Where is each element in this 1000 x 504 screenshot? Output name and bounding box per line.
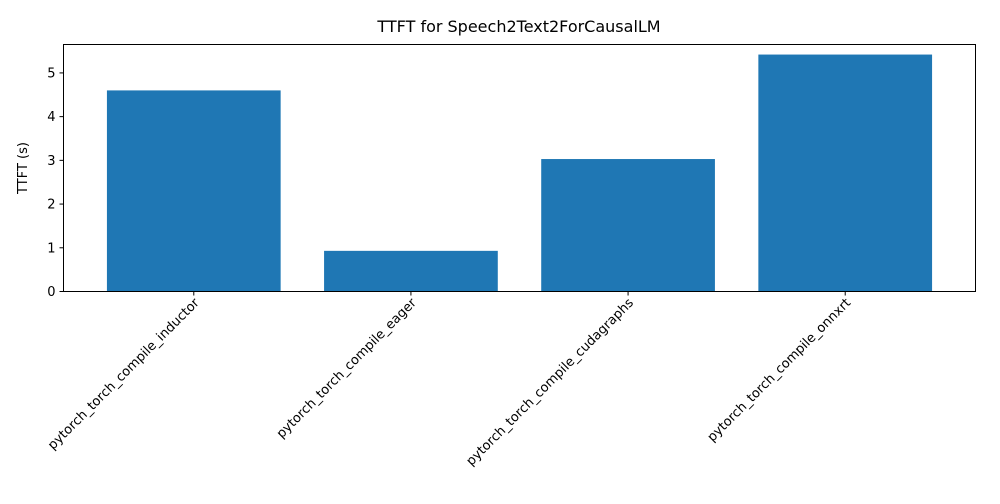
y-tick-label: 1 — [47, 241, 55, 256]
y-tick-label: 0 — [47, 285, 55, 300]
x-tick-label: pytorch_torch_compile_onnxrt — [705, 296, 854, 445]
y-tick-label: 3 — [47, 154, 55, 169]
y-tick-label: 5 — [47, 66, 55, 81]
y-tick-label: 2 — [47, 198, 55, 213]
plot-frame — [63, 44, 976, 292]
x-tick-label: pytorch_torch_compile_eager — [274, 295, 420, 441]
x-axis: pytorch_torch_compile_inductor pytorch_to… — [45, 291, 854, 469]
bar-pytorch_torch_compile_cudagraphs — [541, 159, 715, 292]
bars-layer — [106, 54, 933, 292]
x-tick-label: pytorch_torch_compile_inductor — [45, 295, 203, 453]
y-tick-label: 4 — [47, 110, 55, 125]
chart-title: TTFT for Speech2Text2ForCausalLM — [376, 17, 660, 36]
bar-pytorch_torch_compile_onnxrt — [758, 54, 933, 292]
x-tick-label: pytorch_torch_compile_cudagraphs — [464, 296, 637, 469]
y-axis-label: TTFT (s) — [16, 142, 31, 195]
bar-pytorch_torch_compile_inductor — [106, 90, 281, 292]
y-axis: 0 1 2 3 4 5 — [47, 66, 64, 300]
bar-pytorch_torch_compile_eager — [324, 250, 498, 292]
